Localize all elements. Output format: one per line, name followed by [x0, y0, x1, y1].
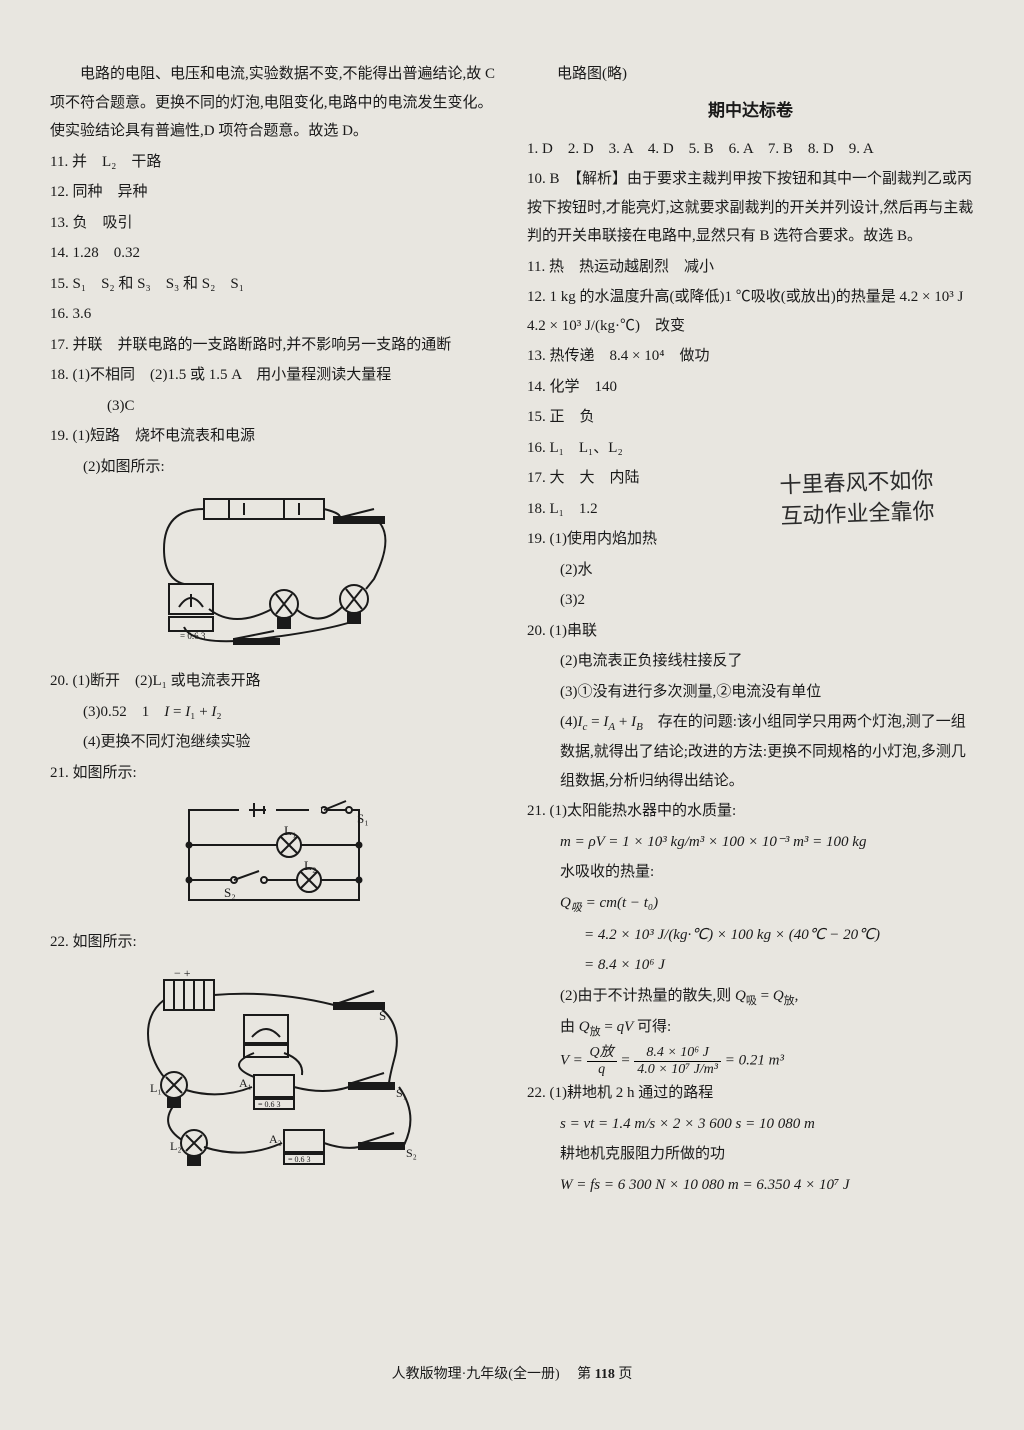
- footer-book: 人教版物理·九年级(全一册): [392, 1367, 560, 1382]
- right-column: 电路图(略) 期中达标卷 1. D 2. D 3. A 4. D 5. B 6.…: [527, 60, 974, 1350]
- svg-text:S₂: S₂: [224, 885, 236, 900]
- handwriting-annotation: 十里春风不如你 互动作业全靠你: [779, 465, 935, 532]
- figure-q21-circuit-icon: S₁ S₂ L₁ L₂: [169, 795, 379, 920]
- fraction-values-icon: 8.4 × 10⁶ J 4.0 × 10⁷ J/m³: [634, 1045, 721, 1077]
- right-q20-3: (3)①没有进行多次测量,②电流没有单位: [527, 678, 974, 707]
- frac-num: Q放: [587, 1045, 617, 1061]
- right-q21-5: = 4.2 × 10³ J/(kg·℃) × 100 kg × (40℃ − 2…: [527, 921, 974, 950]
- right-q22-3: 耕地机克服阻力所做的功: [527, 1140, 974, 1169]
- handwriting-line2: 互动作业全靠你: [780, 496, 935, 532]
- right-q21-8: 由 Q放 = qV 可得:: [527, 1013, 974, 1043]
- right-q21-9a: V =: [560, 1053, 583, 1069]
- left-q19-1: 19. (1)短路 烧坏电流表和电源: [50, 422, 497, 451]
- right-q21-6: = 8.4 × 10⁶ J: [527, 951, 974, 980]
- left-q17: 17. 并联 并联电路的一支路断路时,并不影响另一支路的通断: [50, 331, 497, 360]
- right-q19-2: (2)水: [527, 556, 974, 585]
- right-q11: 11. 热 热运动越剧烈 减小: [527, 253, 974, 282]
- left-q12: 12. 同种 异种: [50, 178, 497, 207]
- right-q21-4: Q吸 = cm(t − t₀): [527, 889, 974, 919]
- left-q19-2: (2)如图所示:: [50, 453, 497, 482]
- right-q13: 13. 热传递 8.4 × 10⁴ 做功: [527, 342, 974, 371]
- page-columns: 电路的电阻、电压和电流,实验数据不变,不能得出普遍结论,故 C 项不符合题意。更…: [50, 60, 974, 1350]
- svg-text:L₂: L₂: [304, 858, 316, 873]
- footer-page-label: 第: [577, 1367, 591, 1382]
- svg-text:= 0.6 3: = 0.6 3: [288, 1155, 311, 1164]
- right-q16: 16. L₁ L₁、L₂: [527, 434, 974, 463]
- svg-text:= 0.6 3: = 0.6 3: [258, 1100, 281, 1109]
- right-q22-1: 22. (1)耕地机 2 h 通过的路程: [527, 1079, 974, 1108]
- right-q20-1: 20. (1)串联: [527, 617, 974, 646]
- right-q21-2: m = ρV = 1 × 10³ kg/m³ × 100 × 10⁻³ m³ =…: [527, 828, 974, 857]
- right-mc-line: 1. D 2. D 3. A 4. D 5. B 6. A 7. B 8. D …: [527, 135, 974, 164]
- left-q20-2: (3)0.52 1 I = I₁ + I₂: [50, 698, 497, 727]
- right-q15: 15. 正 负: [527, 403, 974, 432]
- right-q21-7: (2)由于不计热量的散失,则 Q吸 = Q放,: [527, 982, 974, 1012]
- page-footer: 人教版物理·九年级(全一册) 第 118 页: [50, 1362, 974, 1389]
- left-column: 电路的电阻、电压和电流,实验数据不变,不能得出普遍结论,故 C 项不符合题意。更…: [50, 60, 497, 1350]
- right-q21-9b: = 0.21 m³: [725, 1053, 784, 1069]
- section-title-midterm: 期中达标卷: [527, 95, 974, 127]
- left-top-paragraph: 电路的电阻、电压和电流,实验数据不变,不能得出普遍结论,故 C 项不符合题意。更…: [50, 60, 497, 146]
- left-q20-3: (4)更换不同灯泡继续实验: [50, 728, 497, 757]
- left-q15: 15. S₁ S₂ 和 S₃ S₃ 和 S₂ S₁: [50, 270, 497, 299]
- handwriting-line1: 十里春风不如你: [779, 465, 934, 501]
- right-top-note: 电路图(略): [527, 60, 974, 89]
- left-q16: 16. 3.6: [50, 300, 497, 329]
- svg-text:L₁: L₁: [150, 1081, 162, 1095]
- svg-text:S₁: S₁: [357, 811, 369, 826]
- right-q22-4: W = fs = 6 300 N × 10 080 m = 6.350 4 × …: [527, 1171, 974, 1200]
- right-q21-9: V = Q放 q = 8.4 × 10⁶ J 4.0 × 10⁷ J/m³ = …: [527, 1045, 974, 1077]
- left-q18-2: (3)C: [50, 392, 497, 421]
- right-q14: 14. 化学 140: [527, 373, 974, 402]
- svg-text:− +: − +: [174, 966, 191, 980]
- left-q22: 22. 如图所示:: [50, 928, 497, 957]
- right-q10: 10. B 【解析】由于要求主裁判甲按下按钮和其中一个副裁判乙或丙按下按钮时,才…: [527, 165, 974, 251]
- left-q20-2-text: (3)0.52 1 I = I₁ + I₂: [83, 704, 222, 720]
- right-q20-2: (2)电流表正负接线柱接反了: [527, 647, 974, 676]
- left-q20-1: 20. (1)断开 (2)L₁ 或电流表开路: [50, 667, 497, 696]
- footer-page-suffix: 页: [618, 1367, 632, 1382]
- right-q20-4: (4)Ic = IA + IB 存在的问题:该小组同学只用两个灯泡,测了一组数据…: [527, 708, 974, 795]
- frac-den2: 4.0 × 10⁷ J/m³: [634, 1062, 721, 1077]
- right-q21-3: 水吸收的热量:: [527, 858, 974, 887]
- fraction-q-over-q-icon: Q放 q: [587, 1045, 617, 1077]
- frac-den: q: [587, 1062, 617, 1077]
- figure-q19-circuit-icon: = 0.6 3: [134, 489, 414, 659]
- left-q18-1: 18. (1)不相同 (2)1.5 或 1.5 A 用小量程测读大量程: [50, 361, 497, 390]
- svg-text:L₁: L₁: [284, 823, 296, 838]
- right-q20-4-text: (4)Ic = IA + IB 存在的问题:该小组同学只用两个灯泡,测了一组数据…: [560, 714, 966, 788]
- right-q19-1: 19. (1)使用内焰加热: [527, 525, 974, 554]
- left-q21: 21. 如图所示:: [50, 759, 497, 788]
- svg-text:= 0.6 3: = 0.6 3: [180, 631, 206, 641]
- figure-q22-circuit-icon: − + S A₁ = 0.6 3 A₂ = 0.6 3: [124, 965, 424, 1175]
- left-q11: 11. 并 L₂ 干路: [50, 148, 497, 177]
- left-q13: 13. 负 吸引: [50, 209, 497, 238]
- right-q12: 12. 1 kg 的水温度升高(或降低)1 ℃吸收(或放出)的热量是 4.2 ×…: [527, 283, 974, 340]
- right-q22-2: s = vt = 1.4 m/s × 2 × 3 600 s = 10 080 …: [527, 1110, 974, 1139]
- frac-num2: 8.4 × 10⁶ J: [634, 1045, 721, 1061]
- right-q21-1: 21. (1)太阳能热水器中的水质量:: [527, 797, 974, 826]
- right-q19-3: (3)2: [527, 586, 974, 615]
- left-q14: 14. 1.28 0.32: [50, 239, 497, 268]
- svg-text:S₂: S₂: [406, 1146, 417, 1160]
- svg-text:L₂: L₂: [170, 1139, 182, 1153]
- footer-page-number: 118: [595, 1367, 615, 1382]
